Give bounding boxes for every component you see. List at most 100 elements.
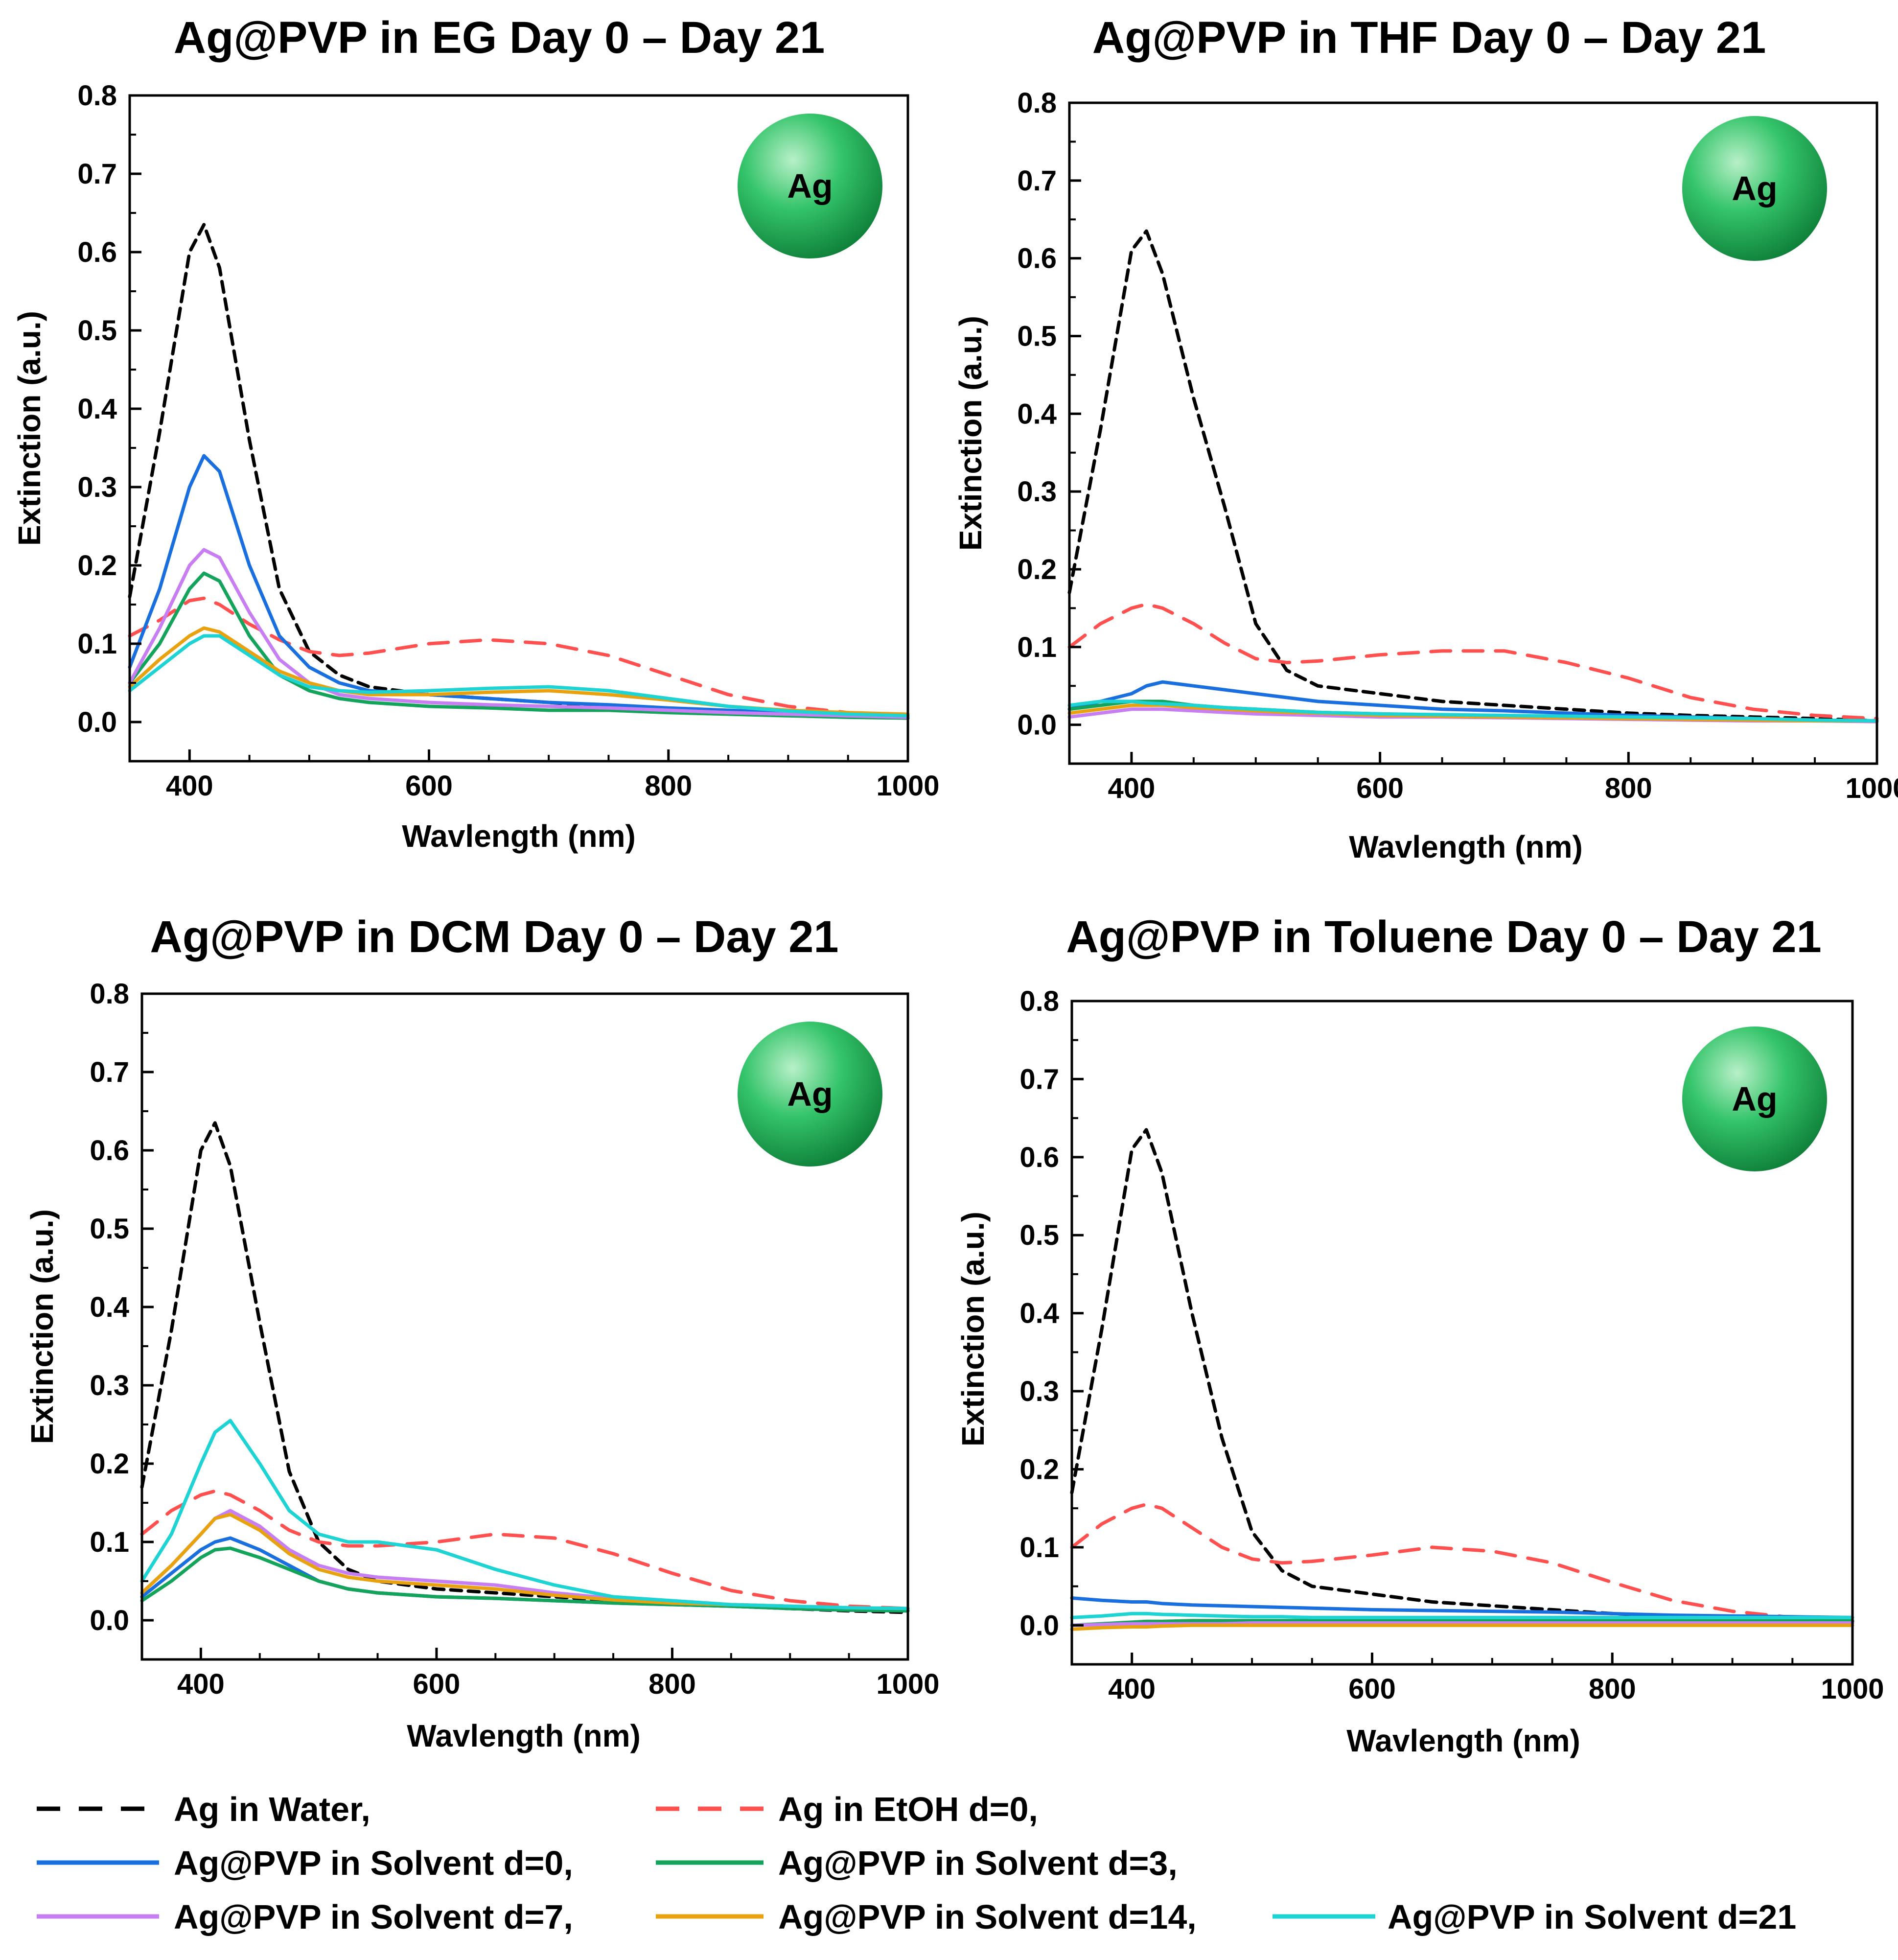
y-tick-label: 0.4 <box>90 1291 129 1323</box>
series-ag-in-water <box>128 223 910 720</box>
series-ag-in-water <box>1067 229 1879 723</box>
panel-title: Ag@PVP in DCM Day 0 – Day 21 <box>150 912 838 962</box>
x-axis-title: Wavlength (nm) <box>1349 829 1583 864</box>
y-tick-label: 0.3 <box>90 1370 129 1401</box>
ag-badge: Ag <box>738 114 882 258</box>
x-axis-title: Wavlength (nm) <box>1346 1723 1580 1758</box>
legend-label: Ag@PVP in Solvent d=7, <box>174 1898 573 1936</box>
ag-badge: Ag <box>1682 116 1827 261</box>
badge-label: Ag <box>787 167 833 205</box>
ag-ball-icon <box>1682 116 1827 261</box>
series-ag-pvp-in-solvent-d-0 <box>128 454 910 718</box>
y-tick-label: 0.3 <box>1017 476 1057 508</box>
y-tick-label: 0.0 <box>90 1605 129 1636</box>
ag-ball-icon <box>738 1022 882 1167</box>
y-axis-title: Extinction (a.u.) <box>955 1212 991 1447</box>
y-tick-label: 0.3 <box>1019 1376 1059 1407</box>
series-layer <box>140 1121 910 1614</box>
ag-badge: Ag <box>738 1022 882 1167</box>
x-tick-label: 600 <box>1348 1673 1396 1705</box>
y-tick-label: 0.3 <box>77 471 117 503</box>
x-tick-label: 800 <box>645 770 692 802</box>
y-tick-label: 0.8 <box>1019 985 1059 1017</box>
panel-eg: Ag@PVP in EG Day 0 – Day 21 400 600 800 100… <box>12 13 940 854</box>
ag-badge: Ag <box>1682 1027 1827 1171</box>
legend-label: Ag@PVP in Solvent d=21 <box>1388 1898 1796 1936</box>
y-tick-label: 0.1 <box>90 1526 129 1558</box>
x-tick-label: 600 <box>405 770 453 802</box>
x-tick-label: 1000 <box>876 770 939 802</box>
x-tick-label: 1000 <box>1821 1673 1884 1705</box>
series-ag-pvp-in-solvent-d-14 <box>1070 1623 1854 1631</box>
y-tick-label: 0.0 <box>1017 709 1057 741</box>
badge-label: Ag <box>787 1075 833 1113</box>
y-tick-label: 0.8 <box>90 978 129 1010</box>
tick-layer: 400 600 800 1000 0.0 0.1 0.2 0.3 0.4 0.5 0.6 0.7 0.8 <box>1019 985 1884 1705</box>
series-ag-pvp-in-solvent-d-7 <box>128 548 910 719</box>
legend-label: Ag in EtOH d=0, <box>778 1790 1038 1828</box>
y-tick-label: 0.7 <box>1019 1063 1059 1095</box>
series-ag-in-etoh-d-0 <box>1067 602 1879 721</box>
series-layer <box>1067 229 1879 723</box>
x-tick-label: 1000 <box>1845 772 1898 804</box>
y-tick-label: 0.5 <box>90 1213 129 1245</box>
y-tick-label: 0.6 <box>1019 1142 1059 1173</box>
legend-entry-d7: Ag@PVP in Solvent d=7, <box>37 1898 573 1936</box>
legend-label: Ag@PVP in Solvent d=3, <box>778 1844 1178 1882</box>
legend-entry-d0: Ag@PVP in Solvent d=0, <box>37 1844 573 1882</box>
y-axis-title: Extinction (a.u.) <box>953 316 988 551</box>
y-tick-label: 0.4 <box>1017 398 1057 430</box>
y-tick-label: 0.5 <box>1017 320 1057 352</box>
y-tick-label: 0.7 <box>77 158 117 190</box>
legend-entry-d14: Ag@PVP in Solvent d=14, <box>656 1898 1197 1936</box>
panel-thf: Ag@PVP in THF Day 0 – Day 21 400 600 800 10… <box>953 13 1898 864</box>
legend-entry-d21: Ag@PVP in Solvent d=21 <box>1273 1898 1796 1936</box>
legend-label: Ag@PVP in Solvent d=0, <box>174 1844 573 1882</box>
y-tick-label: 0.2 <box>1019 1453 1059 1485</box>
legend-entry-d3: Ag@PVP in Solvent d=3, <box>656 1844 1178 1882</box>
series-ag-pvp-in-solvent-d-21 <box>140 1419 910 1610</box>
y-axis-title: Extinction (a.u.) <box>24 1209 60 1444</box>
y-tick-label: 0.5 <box>77 315 117 347</box>
series-ag-in-water <box>140 1121 910 1614</box>
legend-entry-etoh: Ag in EtOH d=0, <box>656 1790 1038 1828</box>
y-tick-label: 0.8 <box>1017 87 1057 119</box>
legend-label: Ag in Water, <box>174 1790 370 1828</box>
series-ag-pvp-in-solvent-d-3 <box>128 571 910 720</box>
y-tick-label: 0.6 <box>1017 243 1057 275</box>
series-ag-in-water <box>1070 1128 1854 1623</box>
legend: Ag in Water, Ag in EtOH d=0, Ag@PVP in S… <box>37 1790 1796 1936</box>
badge-label: Ag <box>1732 169 1777 208</box>
y-tick-label: 0.4 <box>77 393 117 425</box>
badge-label: Ag <box>1732 1080 1777 1118</box>
series-layer <box>128 223 910 720</box>
y-tick-label: 0.1 <box>77 628 117 660</box>
panel-title: Ag@PVP in EG Day 0 – Day 21 <box>174 13 825 63</box>
y-axis-title: Extinction (a.u.) <box>12 311 47 546</box>
x-tick-label: 1000 <box>876 1668 939 1700</box>
series-ag-pvp-in-solvent-d-21 <box>1067 700 1879 723</box>
ag-ball-icon <box>1682 1027 1827 1171</box>
x-tick-label: 800 <box>1589 1673 1636 1705</box>
y-tick-label: 0.0 <box>77 706 117 738</box>
x-tick-label: 800 <box>1605 772 1652 804</box>
y-tick-label: 0.2 <box>90 1448 129 1480</box>
panel-dcm: Ag@PVP in DCM Day 0 – Day 21 400 600 800 10… <box>24 912 940 1753</box>
y-tick-label: 0.2 <box>1017 554 1057 585</box>
y-tick-label: 0.0 <box>1019 1610 1059 1641</box>
plot-frame <box>128 94 909 763</box>
x-tick-label: 400 <box>1108 772 1156 804</box>
tick-layer: 400 600 800 1000 0.0 0.1 0.2 0.3 0.4 0.5 0.6 0.7 0.8 <box>77 80 939 802</box>
x-tick-label: 400 <box>1108 1673 1156 1705</box>
tick-layer: 400 600 800 1000 0.0 0.1 0.2 0.3 0.4 0.5 0.6 0.7 0.8 <box>1017 87 1898 804</box>
series-ag-in-etoh-d-0 <box>1070 1502 1854 1623</box>
y-tick-label: 0.8 <box>77 80 117 112</box>
y-tick-label: 0.6 <box>90 1135 129 1167</box>
y-tick-label: 0.4 <box>1019 1298 1059 1330</box>
series-ag-in-etoh-d-0 <box>140 1489 910 1610</box>
panel-toluene: Ag@PVP in Toluene Day 0 – Day 21 400 600 8… <box>955 912 1884 1758</box>
legend-label: Ag@PVP in Solvent d=14, <box>778 1898 1197 1936</box>
series-ag-pvp-in-solvent-d-21 <box>1070 1611 1854 1619</box>
y-tick-label: 0.5 <box>1019 1219 1059 1251</box>
